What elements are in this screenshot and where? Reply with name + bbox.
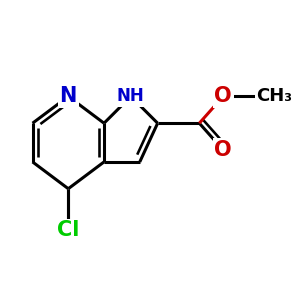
Text: N: N (60, 86, 77, 106)
Text: O: O (214, 140, 232, 160)
Text: CH₃: CH₃ (256, 87, 292, 105)
Text: O: O (214, 86, 232, 106)
Text: NH: NH (117, 87, 145, 105)
Text: Cl: Cl (57, 220, 80, 240)
